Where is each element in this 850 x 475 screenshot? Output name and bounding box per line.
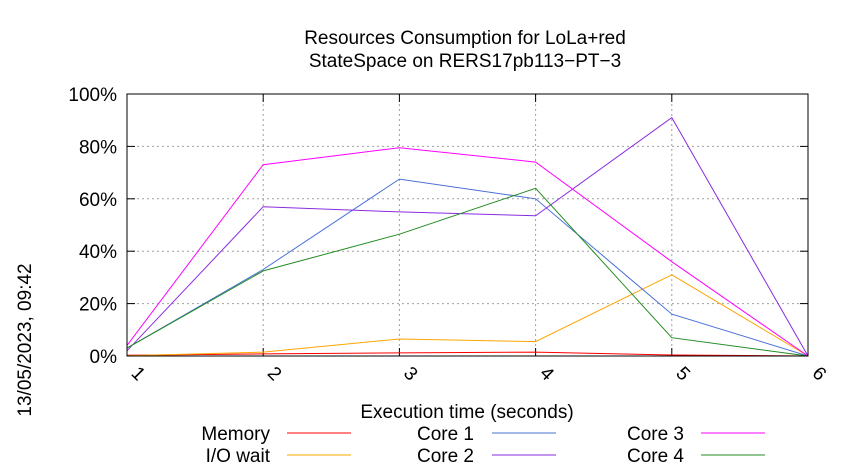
y-tick-label: 40%: [79, 242, 117, 263]
grid-lines: [127, 94, 808, 356]
x-tick-label: 3: [399, 363, 421, 385]
chart-title: Resources Consumption for LoLa+red: [304, 28, 626, 49]
legend-label-memory: Memory: [201, 424, 270, 445]
series-line-core-4: [126, 187, 809, 357]
x-tick-label: 6: [808, 363, 830, 385]
y-tick-label: 80%: [79, 137, 117, 158]
y-tick-label: 60%: [79, 190, 117, 211]
y-tick-label: 0%: [90, 347, 118, 368]
series-line-i-o-wait: [126, 274, 809, 357]
chart-subtitle: StateSpace on RERS17pb113−PT−3: [309, 51, 621, 72]
x-axis-label: Execution time (seconds): [360, 402, 573, 423]
y-axis: 0% 20% 40% 60% 80% 100%: [68, 85, 808, 368]
x-tick-label: 5: [672, 363, 694, 385]
y-tick-label: 20%: [79, 295, 117, 316]
series-line-core-1: [126, 178, 809, 357]
legend-label-core-2: Core 2: [417, 446, 474, 467]
x-tick-label: 4: [535, 363, 558, 386]
legend-label-i-o-wait: I/O wait: [206, 446, 271, 467]
legend-label-core-3: Core 3: [627, 424, 684, 445]
series-line-core-2: [126, 116, 809, 357]
series-lines: [126, 116, 809, 357]
legend-label-core-1: Core 1: [417, 424, 474, 445]
x-tick-label: 2: [263, 363, 285, 385]
y-tick-label: 100%: [68, 85, 117, 106]
series-line-core-3: [126, 147, 809, 357]
legend-label-core-4: Core 4: [627, 446, 684, 467]
plot-border: [126, 93, 809, 357]
x-tick-label: 1: [127, 363, 149, 385]
timestamp-label: 13/05/2023, 09:42: [15, 263, 36, 416]
series-line-memory: [126, 351, 809, 357]
